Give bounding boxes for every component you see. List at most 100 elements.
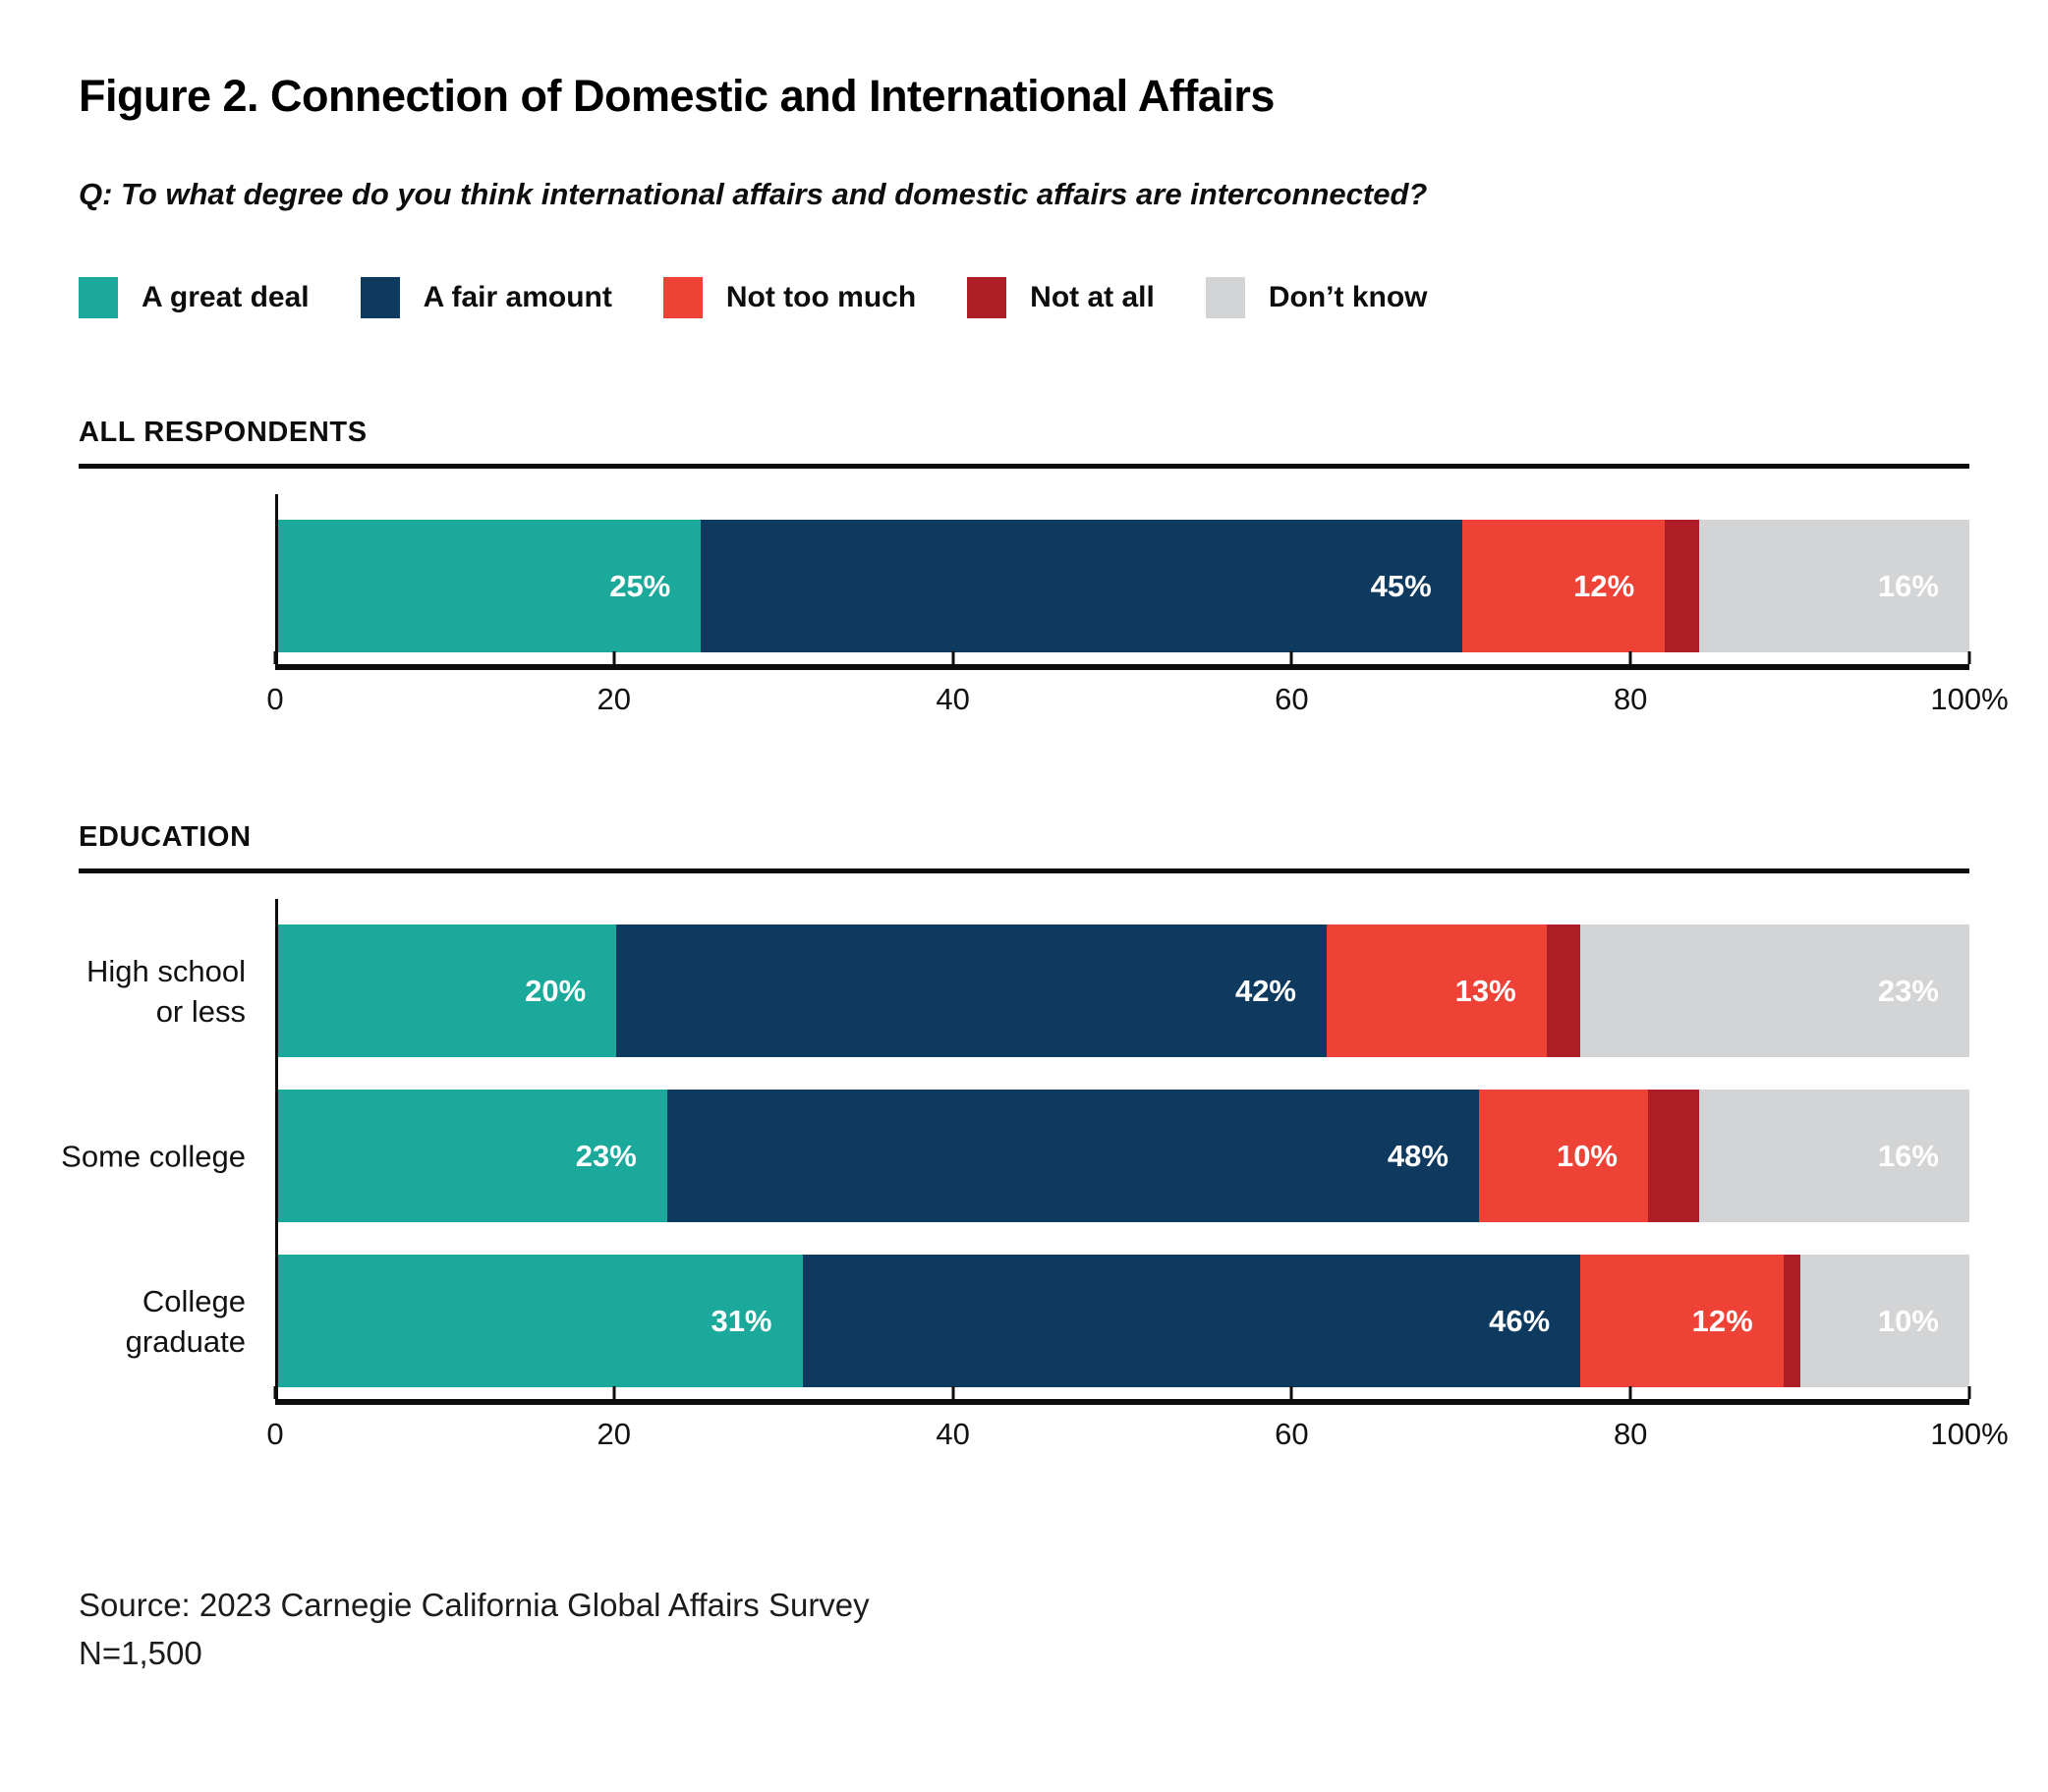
segment-value-label: 23% (575, 1138, 637, 1173)
x-axis-tick-labels: 0 20 40 60 80 100% (266, 1417, 2008, 1458)
axis-tick-label: 40 (936, 682, 970, 716)
category-label: High school or less (20, 951, 246, 1032)
segment-value-label: 12% (1573, 568, 1635, 603)
category-label-line: High school (86, 953, 246, 988)
axis-tick-label: 20 (597, 1417, 632, 1451)
axis-tick-label: 80 (1613, 1417, 1648, 1451)
axis-tick-label: 60 (1275, 1417, 1309, 1451)
axis-tick-label: 80 (1613, 682, 1648, 716)
category-label: College graduate (20, 1281, 246, 1362)
section-heading: ALL RESPONDENTS (79, 417, 368, 448)
x-axis-tick-labels: 0 20 40 60 80 100% (266, 682, 2008, 723)
axis-tick-mark (612, 1386, 616, 1399)
segment-value-label: 42% (1234, 973, 1296, 1008)
bar-segment: 23% (1580, 924, 1969, 1057)
bar-row: High school or less 20% 42% 13% 23% (86, 924, 1969, 1057)
question-text: Q: To what degree do you think internati… (79, 177, 1428, 211)
axis-tick-label: 0 (266, 1417, 284, 1451)
section-heading: EDUCATION (79, 821, 252, 853)
section-rule (79, 464, 1969, 469)
bar-segment: 10% (1799, 1255, 1969, 1387)
bar-segment: 16% (1698, 520, 1969, 652)
segment-value-label: 20% (525, 973, 587, 1008)
source-block: Source: 2023 Carnegie California Global … (79, 1582, 1969, 1678)
axis-tick-mark (1628, 1386, 1632, 1399)
bar-segment (1665, 520, 1699, 652)
bar-segment: 46% (802, 1255, 1581, 1387)
category-label-line: Some college (61, 1139, 246, 1173)
axis-tick-label: 0 (266, 682, 284, 716)
chart-section: EDUCATION High school or less 20% 42% 13% 23% S… (61, 821, 2009, 1458)
segment-value-label: 10% (1556, 1138, 1618, 1173)
legend-item: A fair amount (360, 277, 612, 318)
bar-segment: 25% (278, 520, 702, 652)
bar-segment: 16% (1698, 1090, 1969, 1222)
category-label-line: or less (155, 993, 246, 1029)
chart-section: ALL RESPONDENTS 25% 45% 12% 16% 0 20 40 60 80 100% (79, 417, 2009, 723)
legend-swatch-icon (967, 277, 1007, 318)
axis-tick-mark (951, 651, 955, 664)
axis-tick-label: 40 (936, 1417, 970, 1451)
category-label: Some college (20, 1136, 246, 1176)
segment-value-label: 23% (1877, 973, 1939, 1008)
bar-segment: 42% (616, 924, 1327, 1057)
segment-value-label: 46% (1489, 1303, 1551, 1338)
legend-label: Not too much (725, 281, 917, 313)
axis-tick-label: 100% (1930, 1417, 2009, 1451)
bar-segment: 45% (701, 520, 1462, 652)
segment-value-label: 13% (1454, 973, 1516, 1008)
legend-swatch-icon (662, 277, 703, 318)
axis-tick-mark (1967, 651, 1971, 664)
legend: A great deal A fair amount Not too much Not… (79, 277, 1969, 318)
axis-tick-mark (273, 1386, 277, 1399)
charts-container: ALL RESPONDENTS 25% 45% 12% 16% 0 20 40 60 80 100%… (61, 417, 2009, 1458)
bar-segment (1546, 924, 1581, 1057)
bar-segment: 23% (278, 1090, 667, 1222)
bar-row: 25% 45% 12% 16% (278, 520, 1969, 652)
legend-swatch-icon (79, 277, 118, 318)
legend-swatch-icon (360, 277, 400, 318)
bar-segment: 10% (1478, 1090, 1648, 1222)
x-axis (273, 651, 1971, 670)
axis-tick-mark (612, 651, 616, 664)
bar-segment: 20% (278, 924, 617, 1057)
segment-value-label: 16% (1877, 568, 1939, 603)
bar-segment (1783, 1255, 1800, 1387)
legend-item: Don’t know (1205, 277, 1428, 318)
segment-value-label: 25% (609, 568, 671, 603)
bar-segment: 13% (1327, 924, 1547, 1057)
section-rule (79, 868, 1969, 873)
legend-item: Not too much (662, 277, 917, 318)
figure-title: Figure 2. Connection of Domestic and Int… (79, 71, 1275, 121)
stacked-bar-chart: 25% 45% 12% 16% 0 20 40 60 80 100% (266, 494, 2009, 723)
axis-tick-mark (1289, 1386, 1293, 1399)
bar-segment: 48% (666, 1090, 1479, 1222)
axis-tick-label: 60 (1275, 682, 1309, 716)
bar-segment (1648, 1090, 1699, 1222)
plot-area: 25% 45% 12% 16% (275, 494, 1969, 664)
segment-value-label: 45% (1370, 568, 1432, 603)
stacked-bar-chart: High school or less 20% 42% 13% 23% Some colle… (61, 899, 2009, 1458)
bar-segment: 12% (1580, 1255, 1784, 1387)
legend-label: Don’t know (1268, 281, 1428, 313)
axis-tick-label: 20 (597, 682, 632, 716)
axis-tick-mark (1289, 651, 1293, 664)
bar-row: College graduate 31% 46% 12% 10% (126, 1255, 1969, 1387)
category-label-line: graduate (125, 1323, 246, 1359)
bar-segment: 12% (1461, 520, 1666, 652)
source-line-1: Source: 2023 Carnegie California Global … (79, 1587, 870, 1623)
legend-label: A fair amount (423, 281, 612, 313)
axis-tick-mark (951, 1386, 955, 1399)
x-axis (273, 1386, 1971, 1405)
legend-label: A great deal (142, 281, 310, 313)
segment-value-label: 12% (1691, 1303, 1753, 1338)
bar-row: Some college 23% 48% 10% 16% (61, 1090, 1969, 1222)
segment-value-label: 16% (1877, 1138, 1939, 1173)
axis-tick-mark (1967, 1386, 1971, 1399)
legend-item: A great deal (79, 277, 310, 318)
axis-tick-mark (1628, 651, 1632, 664)
legend-swatch-icon (1205, 277, 1245, 318)
source-line-2: N=1,500 (79, 1634, 202, 1671)
category-label-line: College (142, 1283, 246, 1318)
axis-tick-mark (273, 651, 277, 664)
